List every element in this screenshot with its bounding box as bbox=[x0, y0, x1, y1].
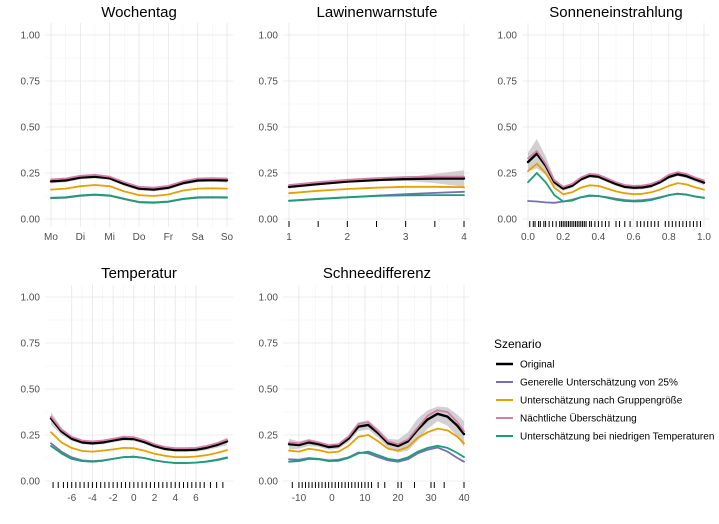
legend-item-original: Original bbox=[496, 360, 554, 371]
series-line-original bbox=[49, 417, 229, 452]
panel-title: Sonneneinstrahlung bbox=[549, 4, 682, 21]
series-line-temp bbox=[50, 193, 228, 204]
y-tick-label: 0.75 bbox=[259, 339, 279, 350]
y-tick-label: 0.50 bbox=[21, 385, 41, 396]
x-tick-label: 1 bbox=[286, 232, 292, 243]
x-tick-label: 4 bbox=[172, 493, 178, 504]
x-tick-label: So bbox=[221, 232, 234, 243]
panel-1: 0.00 0.25 0.50 0.75 1.00 Mo Di Mi Do Fr Sa So Wochen… bbox=[21, 4, 234, 243]
series-line-original bbox=[287, 177, 466, 189]
legend-item-nacht: Nächtliche Überschätzung bbox=[496, 413, 637, 425]
legend: Szenario Original Generelle Unterschätzun… bbox=[494, 337, 714, 443]
x-tick-label: Mo bbox=[44, 232, 58, 243]
y-tick-label: 0.50 bbox=[259, 385, 279, 396]
legend-item-generell: Generelle Unterschätzung von 25% bbox=[496, 378, 678, 389]
legend-label: Generelle Unterschätzung von 25% bbox=[520, 378, 678, 389]
series-line-nacht bbox=[50, 415, 228, 450]
series-line-gruppe bbox=[288, 427, 465, 454]
y-tick-label: 0.50 bbox=[259, 123, 279, 134]
x-tick-label: 20 bbox=[392, 493, 404, 504]
series-line-original bbox=[287, 412, 466, 449]
series-line-gruppe bbox=[50, 184, 228, 197]
y-tick-label: 0.75 bbox=[21, 339, 41, 350]
y-tick-label: 0.25 bbox=[21, 169, 41, 180]
x-tick-label: 4 bbox=[461, 232, 467, 243]
legend-item-gruppe: Unterschätzung nach Gruppengröße bbox=[496, 396, 683, 407]
legend-label: Unterschätzung bei niedrigen Temperature… bbox=[520, 432, 714, 443]
y-tick-label: 0.75 bbox=[498, 77, 518, 88]
series-line-gruppe bbox=[527, 162, 705, 196]
x-tick-label: 1.0 bbox=[697, 232, 711, 243]
x-tick-label: Sa bbox=[192, 232, 205, 243]
x-tick-label: -2 bbox=[109, 493, 118, 504]
y-tick-label: 0.75 bbox=[259, 77, 279, 88]
legend-item-temp: Unterschätzung bei niedrigen Temperature… bbox=[496, 432, 714, 443]
x-tick-label: -10 bbox=[292, 493, 307, 504]
panel-title: Lawinenwarnstufe bbox=[317, 4, 438, 21]
y-tick-label: 0.50 bbox=[21, 123, 41, 134]
x-tick-label: 40 bbox=[458, 493, 470, 504]
x-tick-label: 0.2 bbox=[556, 232, 570, 243]
x-tick-label: 30 bbox=[425, 493, 437, 504]
y-tick-label: 0.25 bbox=[498, 169, 518, 180]
x-tick-label: 3 bbox=[403, 232, 409, 243]
x-tick-label: -6 bbox=[67, 493, 76, 504]
series-line-original bbox=[49, 175, 229, 191]
panel-title: Schneedifferenz bbox=[323, 265, 431, 282]
legend-label: Original bbox=[520, 360, 554, 371]
legend-title: Szenario bbox=[494, 337, 542, 351]
y-tick-label: 0.75 bbox=[21, 77, 41, 88]
x-tick-label: -4 bbox=[88, 493, 97, 504]
series-line-nacht bbox=[288, 409, 465, 447]
x-tick-label: Do bbox=[133, 232, 146, 243]
y-tick-label: 0.00 bbox=[21, 215, 41, 226]
confidence-band bbox=[51, 412, 227, 452]
panel-title: Temperatur bbox=[101, 265, 177, 282]
y-tick-label: 0.25 bbox=[21, 431, 41, 442]
y-tick-label: 1.00 bbox=[498, 31, 518, 42]
series-line-temp bbox=[527, 172, 705, 203]
x-tick-label: 0.4 bbox=[591, 232, 605, 243]
panel-5: 0.00 0.25 0.50 0.75 1.00 -10 0 10 20 30 40 Schneedi… bbox=[259, 265, 470, 504]
y-tick-label: 0.50 bbox=[498, 123, 518, 134]
panel-3: 0.00 0.25 0.50 0.75 1.00 0.0 0.2 0.4 0.6 0.8 1.0 So… bbox=[498, 4, 712, 243]
y-tick-label: 0.00 bbox=[21, 477, 41, 488]
x-tick-label: 6 bbox=[193, 493, 199, 504]
y-tick-label: 1.00 bbox=[259, 31, 279, 42]
legend-label: Nächtliche Überschätzung bbox=[520, 413, 637, 425]
x-tick-label: Fr bbox=[164, 232, 174, 243]
y-tick-label: 0.00 bbox=[498, 215, 518, 226]
series-line-temp bbox=[288, 194, 465, 202]
legend-label: Unterschätzung nach Gruppengröße bbox=[520, 396, 683, 407]
x-tick-label: 0.8 bbox=[662, 232, 676, 243]
x-tick-label: 2 bbox=[152, 493, 158, 504]
y-tick-label: 0.00 bbox=[259, 477, 279, 488]
series-line-nacht bbox=[527, 149, 705, 188]
panel-title: Wochentag bbox=[101, 4, 177, 21]
x-tick-label: 10 bbox=[359, 493, 371, 504]
series-line-gruppe bbox=[288, 185, 465, 195]
y-tick-label: 1.00 bbox=[259, 293, 279, 304]
x-tick-label: 2 bbox=[345, 232, 351, 243]
y-tick-label: 0.00 bbox=[259, 215, 279, 226]
y-tick-label: 1.00 bbox=[21, 31, 41, 42]
y-tick-label: 1.00 bbox=[21, 293, 41, 304]
x-tick-label: 0 bbox=[131, 493, 137, 504]
y-tick-label: 0.25 bbox=[259, 169, 279, 180]
panel-4: 0.00 0.25 0.50 0.75 1.00 -6 -4 -2 0 2 4 6 Temperatur bbox=[21, 265, 233, 504]
y-tick-label: 0.25 bbox=[259, 431, 279, 442]
x-tick-label: Di bbox=[76, 232, 85, 243]
x-tick-label: 0.6 bbox=[627, 232, 641, 243]
series-line-nacht bbox=[50, 173, 228, 189]
series-line-gruppe bbox=[50, 431, 228, 459]
series-line-nacht bbox=[288, 175, 465, 186]
series-line-temp bbox=[288, 444, 465, 463]
series-line-temp bbox=[50, 445, 228, 464]
panel-2: 0.00 0.25 0.50 0.75 1.00 1 2 3 4 Lawinenwarnstufe bbox=[259, 4, 470, 243]
series-line-original bbox=[526, 152, 706, 190]
x-tick-label: 0.0 bbox=[521, 232, 535, 243]
x-tick-label: Mi bbox=[104, 232, 115, 243]
x-tick-label: 0 bbox=[329, 493, 335, 504]
